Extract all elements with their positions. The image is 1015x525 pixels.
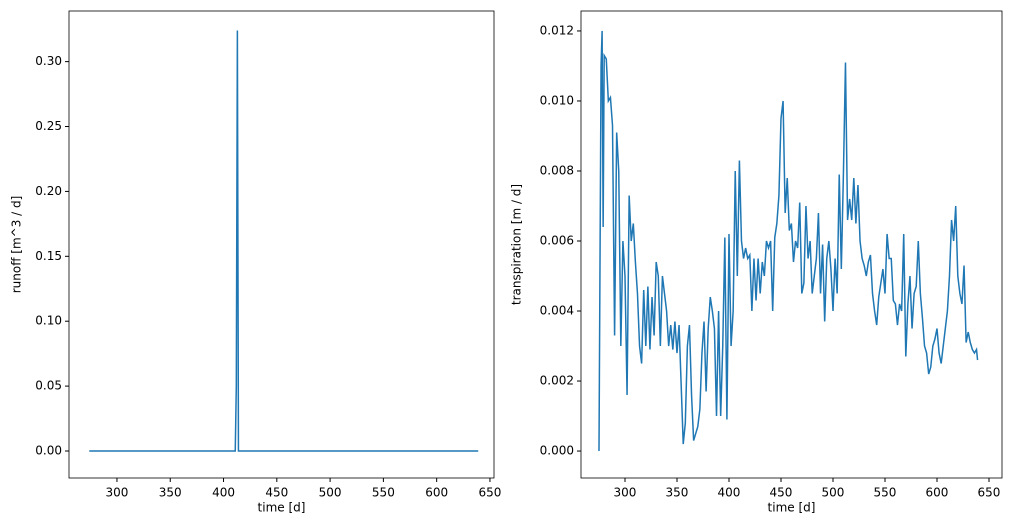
- x-axis-label: time [d]: [768, 501, 816, 515]
- x-tick-label: 350: [666, 486, 689, 500]
- x-tick-label: 600: [926, 486, 949, 500]
- x-tick-label: 550: [874, 486, 897, 500]
- y-tick-label: 0.002: [540, 374, 574, 388]
- y-axis-label: transpiration [m / d]: [510, 184, 524, 305]
- y-tick-label: 0.008: [540, 163, 574, 177]
- x-tick-label: 400: [212, 486, 235, 500]
- y-tick-label: 0.010: [540, 93, 574, 107]
- x-tick-label: 300: [614, 486, 637, 500]
- x-tick-label: 350: [159, 486, 182, 500]
- x-tick-label: 450: [265, 486, 288, 500]
- x-tick-label: 650: [978, 486, 1001, 500]
- y-tick-label: 0.006: [540, 233, 574, 247]
- data-line: [598, 30, 979, 452]
- y-tick-label: 0.25: [35, 119, 62, 133]
- y-tick-label: 0.012: [540, 23, 574, 37]
- data-line: [89, 30, 479, 452]
- x-tick-label: 500: [822, 486, 845, 500]
- x-tick-label: 450: [770, 486, 793, 500]
- x-tick-label: 600: [425, 486, 448, 500]
- y-tick-label: 0.004: [540, 304, 574, 318]
- y-axis-label: runoff [m^3 / d]: [10, 196, 24, 294]
- x-axis-label: time [d]: [258, 501, 306, 515]
- x-tick-label: 500: [319, 486, 342, 500]
- axes-frame: [580, 10, 1003, 479]
- y-tick-label: 0.15: [35, 249, 62, 263]
- x-tick-label: 550: [372, 486, 395, 500]
- axes-frame: [68, 10, 495, 479]
- x-tick-label: 400: [718, 486, 741, 500]
- y-tick-label: 0.30: [35, 54, 62, 68]
- y-tick-label: 0.10: [35, 314, 62, 328]
- x-tick-label: 650: [478, 486, 501, 500]
- y-tick-label: 0.05: [35, 379, 62, 393]
- y-tick-label: 0.00: [35, 444, 62, 458]
- x-tick-label: 300: [106, 486, 129, 500]
- y-tick-label: 0.20: [35, 184, 62, 198]
- y-tick-label: 0.000: [540, 444, 574, 458]
